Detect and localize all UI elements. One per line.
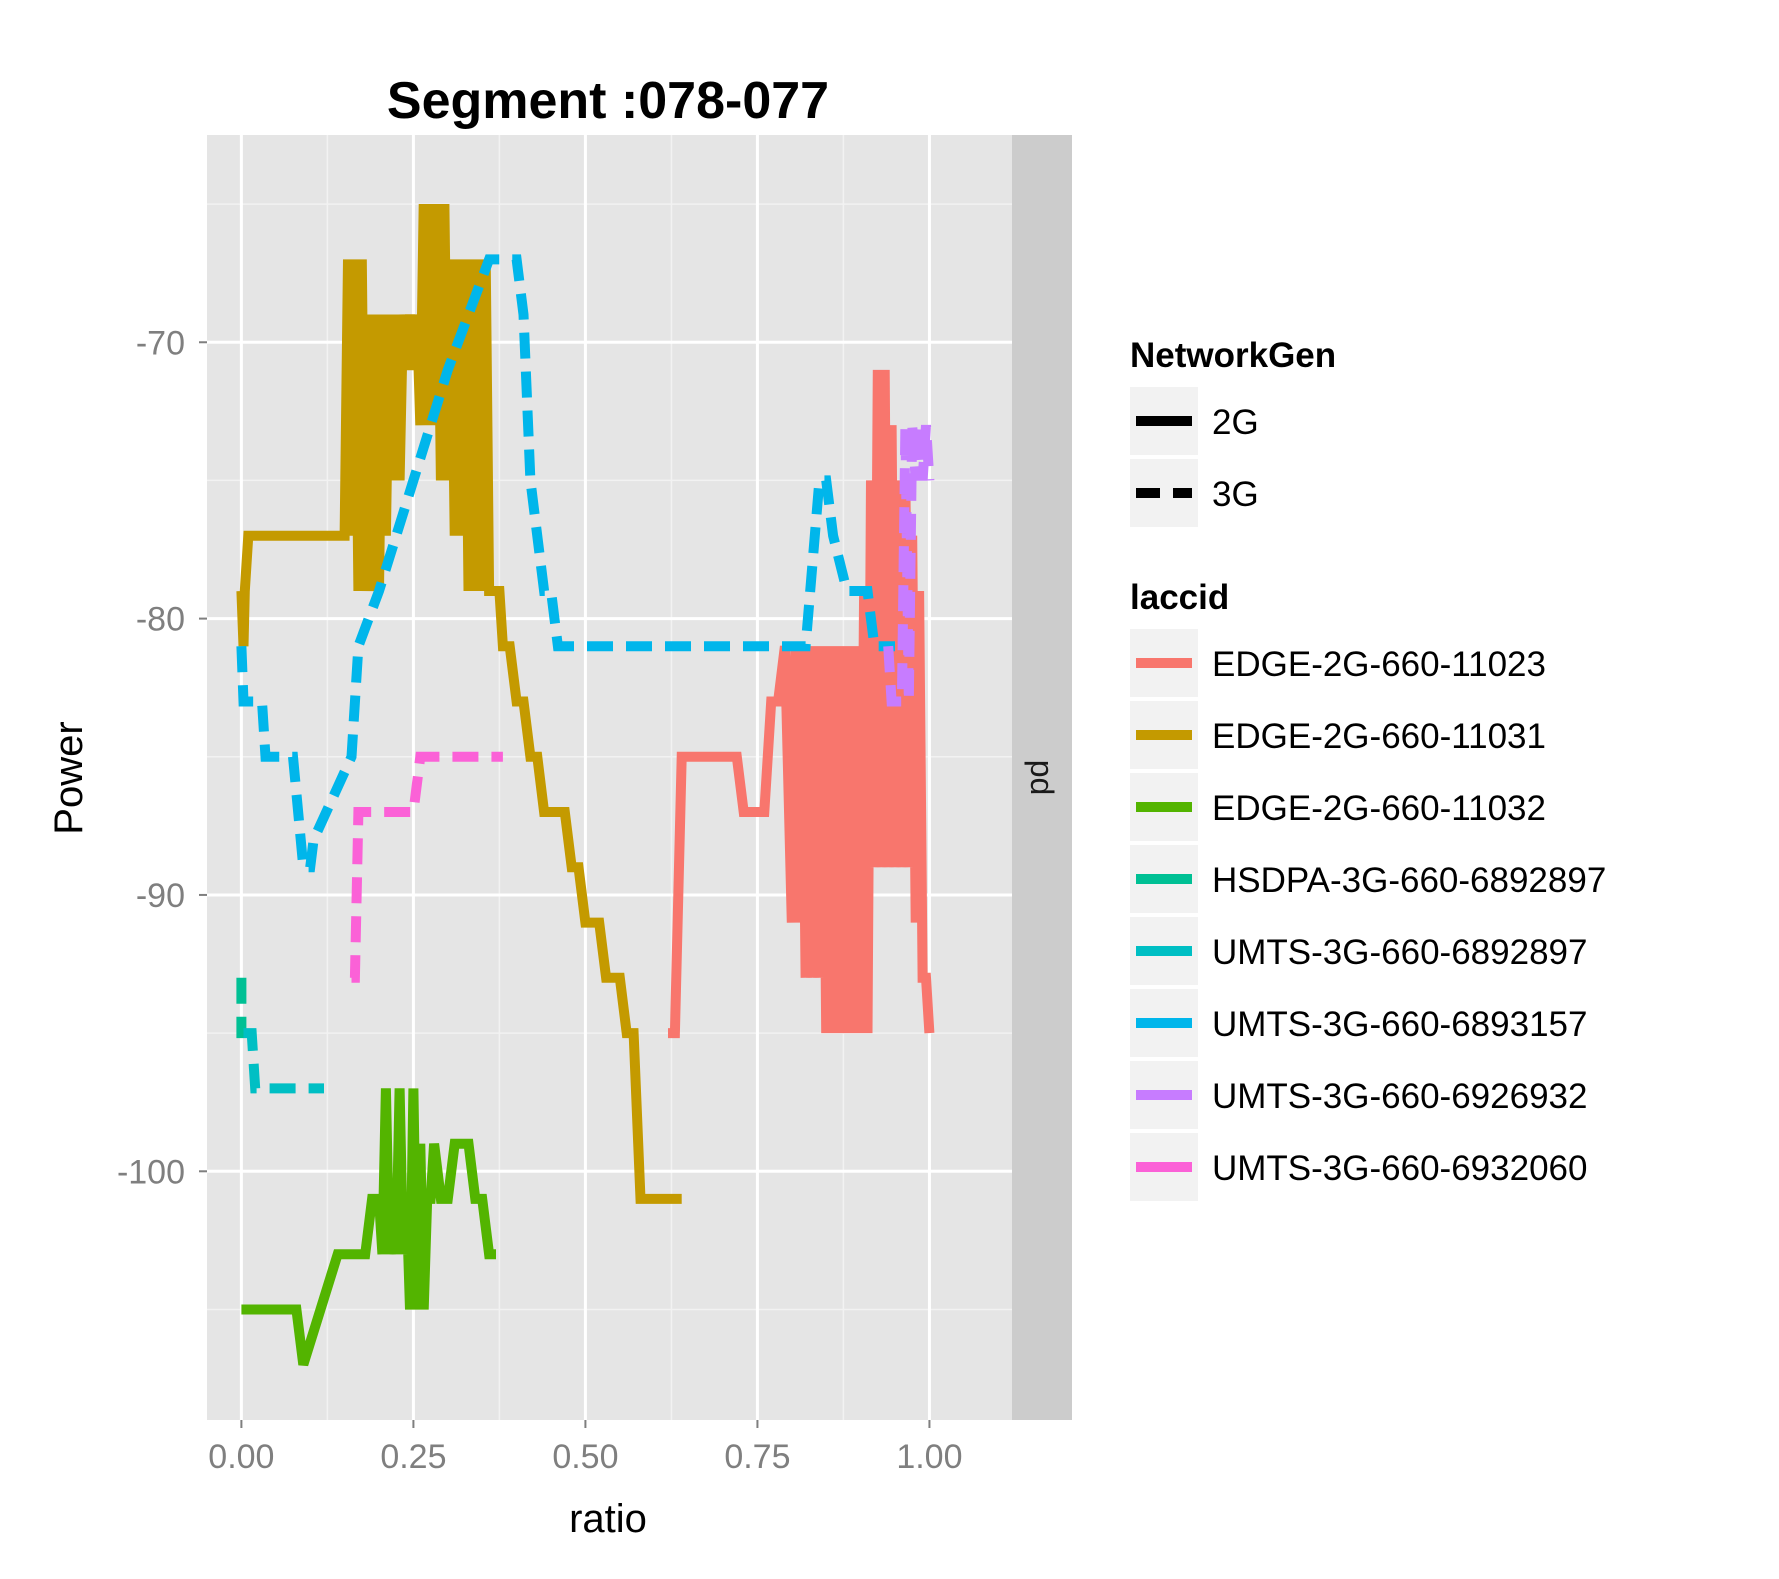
series-line-umts-3g-660-6932060 [349,751,503,983]
x-tick-label: 1.00 [896,1438,962,1476]
y-tick-label: -100 [117,1153,185,1191]
x-tick-label: 0.00 [208,1438,274,1476]
legend-label-edge-2g-660-11031: EDGE-2G-660-11031 [1212,717,1546,756]
x-axis-title: ratio [569,1497,647,1541]
legend: NetworkGen 2G 3G laccid EDGE-2G-660-11023 EDG… [1130,336,1606,1201]
y-axis-title: Power [47,721,91,834]
x-tick-label: 0.75 [724,1438,790,1476]
series-line-edge-2g-660-11032 [241,1088,496,1367]
legend-label-edge-2g-660-11032: EDGE-2G-660-11032 [1212,789,1546,828]
legend-label-3g: 3G [1212,475,1259,514]
series-line-edge-2g-660-11031 [236,204,682,1204]
series-line-hsdpa-3g-660-6892897 [236,977,247,1039]
legend-label-umts-3g-660-6892897: UMTS-3G-660-6892897 [1212,933,1587,972]
y-axis: -70 -80 -90 -100 [117,324,207,1191]
legend-label-umts-3g-660-6893157: UMTS-3G-660-6893157 [1212,1005,1587,1044]
y-tick-label: -70 [136,324,185,362]
x-tick-label: 0.50 [552,1438,618,1476]
series-line-umts-3g-660-6893157 [236,254,895,873]
legend-title-networkgen: NetworkGen [1130,336,1336,375]
facet-strip [1012,135,1072,1420]
series-line-edge-2g-660-11023 [668,369,935,1039]
x-tick-label: 0.25 [380,1438,446,1476]
chart-title: Segment :078-077 [387,72,829,130]
y-tick-label: -90 [136,877,185,915]
legend-label-edge-2g-660-11023: EDGE-2G-660-11023 [1212,645,1546,684]
facet-strip-label: pd [1024,760,1060,796]
x-axis: 0.00 0.25 0.50 0.75 1.00 [208,1420,963,1476]
legend-label-umts-3g-660-6932060: UMTS-3G-660-6932060 [1212,1149,1587,1188]
legend-label-hsdpa-3g-660-6892897: HSDPA-3G-660-6892897 [1212,861,1606,900]
series-layer [236,204,935,1367]
legend-label-2g: 2G [1212,403,1259,442]
series-line-umts-3g-660-6892897 [243,1028,324,1094]
legend-label-umts-3g-660-6926932: UMTS-3G-660-6926932 [1212,1077,1587,1116]
legend-title-laccid: laccid [1130,578,1229,617]
series-line-umts-3g-660-6926932 [883,424,935,707]
y-tick-label: -80 [136,601,185,639]
